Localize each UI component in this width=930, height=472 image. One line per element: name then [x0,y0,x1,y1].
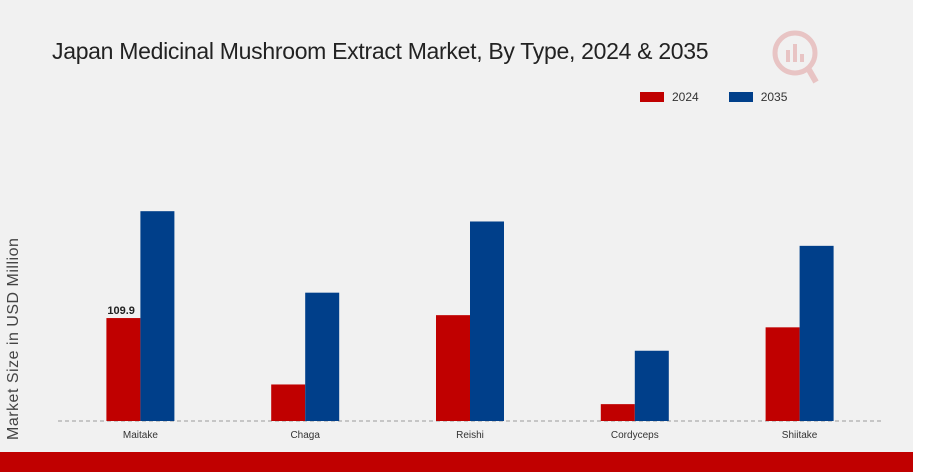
bar-chart: Maitake Chaga Reishi Cordyceps Shiitake 109.9 [58,211,882,441]
bar-chaga-2024 [271,384,306,421]
bottom-accent-bar [0,452,913,472]
bar-reishi-2035 [470,221,504,421]
x-tick-label-shiitake: Shiitake [782,430,818,441]
bar-maitake-2024 [106,318,141,421]
chart-title: Japan Medicinal Mushroom Extract Market,… [52,38,709,64]
x-tick-label-reishi: Reishi [456,430,484,441]
watermark-logo-icon [772,30,819,84]
legend-swatch-2024 [640,92,664,102]
chart-legend: 2024 2035 [640,90,817,104]
legend-swatch-2035 [728,92,753,102]
x-tick-label-chaga: Chaga [290,430,320,441]
x-tick-label-cordyceps: Cordyceps [611,430,659,441]
bar-cordyceps-2024 [600,404,635,421]
legend-item-2024: 2024 [640,90,699,104]
legend-item-2035: 2035 [728,90,788,104]
bar-maitake-2035 [140,211,175,421]
bar-shiitake-2035 [799,245,834,421]
legend-label-2024: 2024 [672,90,699,104]
legend-label-2035: 2035 [760,90,788,104]
bar-chaga-2035 [305,292,340,421]
x-tick-label-maitake: Maitake [123,430,158,441]
bar-cordyceps-2035 [634,350,669,421]
data-label-maitake-2024: 109.9 [107,305,135,317]
bar-reishi-2024 [436,315,470,421]
bar-shiitake-2024 [765,327,800,421]
